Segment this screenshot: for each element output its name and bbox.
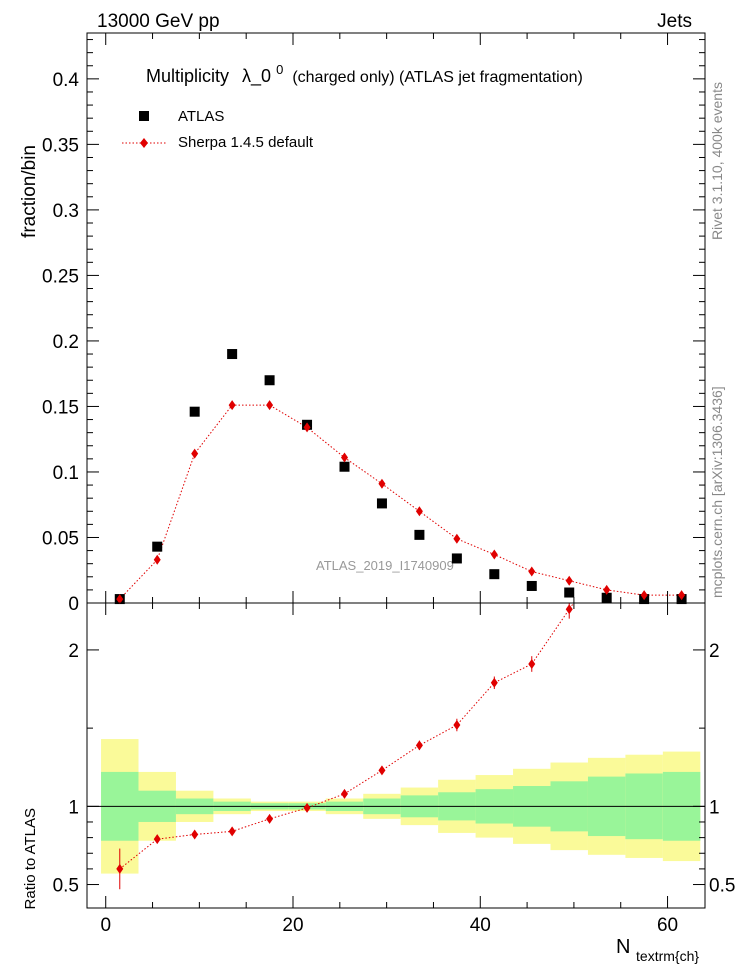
atlas-data-point [189, 406, 200, 417]
main-ytick-label: 0.05 [42, 528, 79, 549]
sherpa-data-point [266, 400, 274, 411]
sherpa-data-point [191, 448, 199, 459]
atlas-data-point [601, 592, 612, 603]
x-axis-label-sub: textrm{ch} [636, 948, 699, 964]
main-ytick-label: 0.4 [53, 70, 80, 91]
ratio-ytick-label-right: 0.5 [709, 876, 735, 897]
legend-marker-atlas [139, 111, 149, 121]
ratio-xtick-label: 60 [657, 915, 678, 936]
atlas-data-point [414, 529, 425, 540]
ratio-point [453, 720, 461, 730]
sherpa-series-line [119, 404, 682, 600]
frames-layer: 00.050.10.150.20.250.30.350.40.5 0.51 12 20… [42, 32, 735, 936]
sherpa-data-point [528, 566, 536, 577]
sherpa-data-point [640, 590, 648, 601]
main-ytick-label: 0.35 [42, 135, 79, 156]
atlas-data-point [489, 569, 500, 580]
main-ytick-label: 0.25 [42, 266, 79, 287]
sherpa-data-point [378, 478, 386, 489]
header-left: 13000 GeV pp [97, 11, 220, 32]
x-axis-label: N textrm{ch} [616, 936, 699, 964]
legend-label-sherpa: Sherpa 1.4.5 default [178, 134, 314, 151]
y-axis-label-ratio: Ratio to ATLAS [22, 808, 39, 909]
sherpa-data-point [565, 575, 573, 586]
title-symbol: λ_0 [242, 66, 271, 87]
x-axis-label-main: N [616, 936, 630, 958]
sherpa-data-point [603, 584, 611, 595]
title-prefix: Multiplicity [146, 66, 229, 86]
ratio-xtick-label: 40 [470, 915, 491, 936]
main-title: Multiplicity λ_0 0 (charged only) (ATLAS… [146, 58, 583, 87]
ratio-point [266, 813, 274, 824]
analysis-watermark: ATLAS_2019_I1740909 [316, 558, 454, 573]
ratio-point [341, 788, 348, 799]
header-right: Jets [657, 11, 692, 32]
sherpa-data-point [490, 549, 498, 560]
main-ytick-label: 0.1 [53, 463, 79, 484]
ratio-xtick-label: 20 [282, 915, 303, 936]
ratio-point [565, 604, 573, 615]
atlas-data-point [152, 541, 163, 552]
sherpa-data-point [116, 594, 124, 605]
title-suffix: (charged only) (ATLAS jet fragmentation) [292, 69, 583, 86]
main-ytick-label: 0.15 [42, 397, 79, 418]
ratio-point [378, 765, 386, 776]
ratio-point [415, 740, 423, 751]
ratio-point [228, 826, 236, 837]
ratio-point [153, 834, 161, 845]
ratio-ytick-label-right: 1 [709, 797, 720, 818]
ratio-point [191, 829, 199, 840]
atlas-data-point [564, 587, 575, 598]
main-plot-layer [114, 349, 687, 605]
legend: ATLAS Sherpa 1.4.5 default [122, 108, 314, 151]
atlas-data-point [376, 498, 387, 509]
legend-marker-sherpa [140, 138, 148, 148]
ratio-series-line [119, 603, 575, 870]
ratio-ytick-label: 0.5 [53, 876, 79, 897]
ratio-point [490, 677, 498, 688]
ratio-frame [86, 602, 706, 909]
title-superscript: 0 [276, 62, 283, 77]
ratio-point [116, 863, 124, 874]
main-ytick-label: 0 [68, 594, 79, 615]
mcplots-label: mcplots.cern.ch [arXiv:1306.3436] [709, 386, 725, 598]
sherpa-data-point [678, 590, 686, 601]
main-ytick-label: 0.3 [53, 201, 79, 222]
sherpa-data-point [303, 422, 311, 433]
y-axis-label-main: fraction/bin [19, 145, 40, 238]
ratio-ytick-label: 2 [68, 641, 79, 662]
ratio-ytick-label: 1 [68, 797, 79, 818]
atlas-data-point [526, 580, 537, 591]
legend-label-atlas: ATLAS [178, 108, 224, 125]
atlas-data-point [227, 349, 238, 360]
atlas-data-point [451, 553, 462, 564]
ratio-point [303, 802, 311, 813]
main-data-group [114, 349, 687, 605]
sherpa-data-point [153, 554, 161, 565]
rivet-label: Rivet 3.1.10, 400k events [709, 82, 725, 240]
sherpa-data-point [341, 452, 348, 463]
sherpa-data-point [453, 533, 461, 544]
ratio-ytick-label-right: 2 [709, 641, 720, 662]
atlas-data-point [264, 375, 275, 386]
ratio-point [528, 659, 536, 669]
sherpa-data-point [228, 400, 236, 411]
sherpa-data-point [415, 506, 423, 517]
ratio-xtick-label: 0 [100, 915, 111, 936]
atlas-data-point [339, 461, 350, 472]
main-ytick-label: 0.2 [53, 332, 79, 353]
